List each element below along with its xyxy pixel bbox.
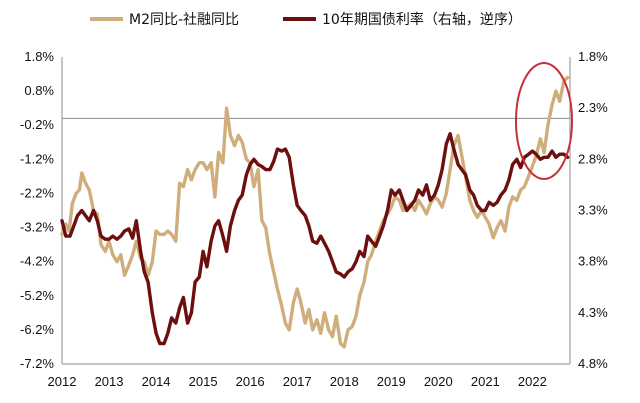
right-tick-label: 2.8% bbox=[578, 151, 608, 166]
left-tick-label: -7.2% bbox=[20, 356, 54, 371]
right-tick-label: 4.8% bbox=[578, 356, 608, 371]
legend-label-bond-yield: 10年期国债利率（右轴，逆序） bbox=[322, 11, 522, 28]
left-tick-label: -5.2% bbox=[20, 288, 54, 303]
x-tick-label: 2017 bbox=[283, 374, 312, 389]
legend: M2同比-社融同比 10年期国债利率（右轴，逆序） bbox=[90, 11, 522, 28]
x-tick-label: 2019 bbox=[377, 374, 406, 389]
right-tick-label: 1.8% bbox=[578, 49, 608, 64]
left-tick-label: -6.2% bbox=[20, 322, 54, 337]
left-tick-label: -4.2% bbox=[20, 254, 54, 269]
right-tick-label: 2.3% bbox=[578, 100, 608, 115]
plot-area: 1.8% 0.8% -0.2% -1.2% -2.2% -3.2% -4.2% -5.2% -6… bbox=[20, 49, 608, 389]
x-tick-label: 2020 bbox=[424, 374, 453, 389]
x-tick-label: 2016 bbox=[236, 374, 265, 389]
right-tick-label: 3.3% bbox=[578, 203, 608, 218]
highlight-ellipse bbox=[515, 62, 573, 180]
left-tick-label: 0.8% bbox=[24, 83, 54, 98]
left-tick-label: -1.2% bbox=[20, 151, 54, 166]
legend-label-m2-spread: M2同比-社融同比 bbox=[129, 12, 239, 28]
left-tick-label: -3.2% bbox=[20, 220, 54, 235]
left-tick-label: -0.2% bbox=[20, 117, 54, 132]
x-tick-label: 2012 bbox=[48, 374, 77, 389]
right-tick-label: 4.3% bbox=[578, 305, 608, 320]
x-tick-label: 2015 bbox=[189, 374, 218, 389]
x-tick-label: 2013 bbox=[95, 374, 124, 389]
x-tick-label: 2021 bbox=[471, 374, 500, 389]
series-line-bond-yield bbox=[60, 132, 570, 346]
x-tick-label: 2014 bbox=[142, 374, 171, 389]
left-tick-label: -2.2% bbox=[20, 185, 54, 200]
left-tick-label: 1.8% bbox=[24, 49, 54, 64]
right-tick-label: 3.8% bbox=[578, 254, 608, 269]
x-tick-label: 2018 bbox=[330, 374, 359, 389]
x-tick-label: 2022 bbox=[518, 374, 547, 389]
